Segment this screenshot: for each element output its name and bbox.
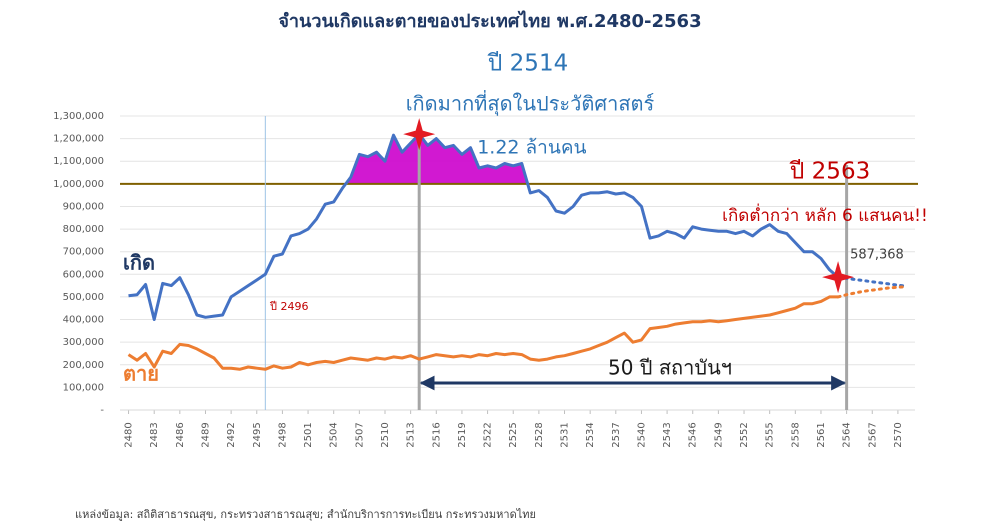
x-tick-label: 2543 [662,422,673,447]
x-tick-label: 2564 [842,422,853,447]
value-label: 587,368 [850,248,904,263]
y-tick-label: 700,000 [63,247,104,258]
y-tick-label: 1,100,000 [53,156,104,167]
x-tick-label: 2561 [816,422,827,447]
highlight-star [822,261,855,294]
annotation: 50 ปี สถาบันฯ [608,356,732,380]
x-tick-label: 2558 [790,422,801,447]
x-tick-label: 2555 [765,422,776,447]
x-tick-label: 2492 [226,422,237,447]
x-tick-label: 2480 [124,422,135,447]
series-line [128,132,840,321]
annotation: ปี 2563 [789,159,870,185]
y-tick-label: 400,000 [63,315,104,326]
x-tick-label: 2570 [893,422,904,447]
x-tick-label: 2552 [739,422,750,447]
annotation: เกิดมากที่สุดในประวัติศาสตร์ [406,90,655,117]
x-tick-label: 2537 [611,422,622,447]
annotation: เกิดต่ำกว่า หลัก 6 แสนคน!! [722,203,928,226]
x-tick-label: 2567 [867,422,878,447]
x-tick-label: 2495 [252,422,263,447]
x-tick-label: 2504 [329,422,340,447]
y-tick-label: 1,000,000 [53,179,104,190]
x-tick-label: 2507 [354,422,365,447]
x-tick-label: 2516 [431,422,442,447]
y-tick-label: 800,000 [63,224,104,235]
y-tick-label: 900,000 [63,201,104,212]
x-tick-label: 2540 [636,422,647,447]
x-tick-label: 2528 [534,422,545,447]
highlight-star [403,118,436,151]
x-tick-label: 2546 [688,422,699,447]
x-tick-label: 2498 [277,422,288,447]
y-tick-label: 300,000 [63,337,104,348]
y-tick-label: 100,000 [63,382,104,393]
annotation: ปี 2496 [269,300,309,313]
y-tick-label: 1,300,000 [53,111,104,122]
x-tick-label: 2531 [560,422,571,447]
projection-line [836,275,908,288]
x-tick-label: 2519 [457,422,468,447]
x-tick-label: 2525 [508,422,519,447]
x-tick-label: 2534 [585,422,596,447]
x-tick-label: 2510 [380,422,391,447]
series-line [127,295,839,371]
y-tick-label: 600,000 [63,269,104,280]
x-tick-label: 2522 [483,422,494,447]
y-tick-label: - [100,405,104,416]
x-tick-label: 2501 [303,422,314,447]
annotation: ปี 2514 [487,51,568,77]
series-label: เกิด [123,251,155,275]
x-tick-label: 2486 [175,422,186,447]
x-tick-label: 2513 [406,422,417,447]
series-label: ตาย [123,362,159,386]
x-tick-label: 2489 [200,422,211,447]
source-note: แหล่งข้อมูล: สถิติสาธารณสุข, กระทรวงสาธา… [75,508,536,521]
y-tick-label: 200,000 [63,360,104,371]
y-tick-label: 500,000 [63,292,104,303]
x-tick-label: 2483 [149,422,160,447]
chart-title: จำนวนเกิดและตายของประเทศไทย พ.ศ.2480-256… [278,10,701,32]
x-tick-label: 2549 [713,422,724,447]
value-label: 1.22 ล้านคน [477,137,586,159]
y-tick-label: 1,200,000 [53,134,104,145]
projection-line [836,285,908,299]
